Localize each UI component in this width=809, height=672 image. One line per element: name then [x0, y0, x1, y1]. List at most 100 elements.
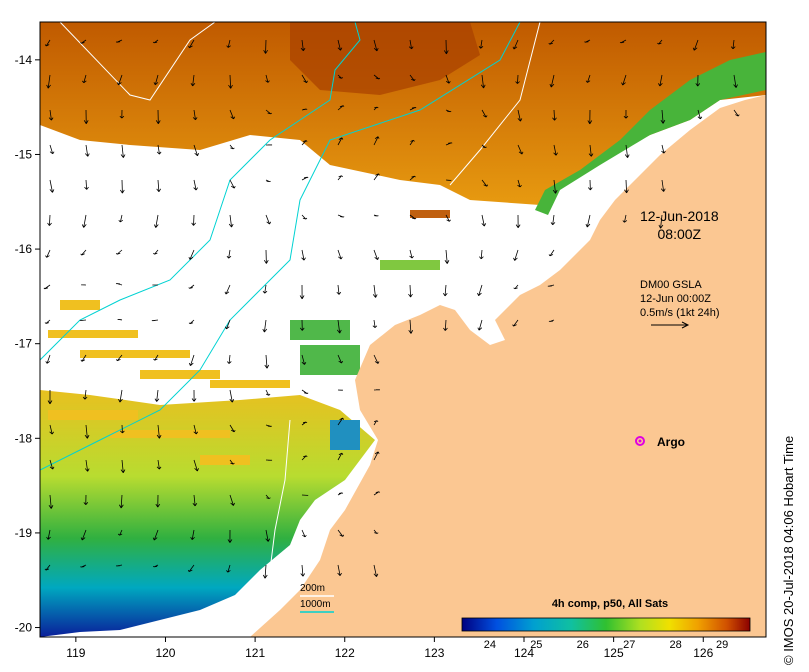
- current-arrow: [587, 109, 593, 125]
- current-arrow: [301, 140, 308, 146]
- current-arrow: [47, 214, 52, 226]
- latitude-axis: -14 -15 -16 -17 -18 -19 -20: [15, 53, 40, 635]
- current-arrow: [188, 319, 195, 325]
- current-arrow: [408, 319, 414, 334]
- current-arrow: [81, 214, 87, 228]
- lat-tick-label: -17: [15, 337, 33, 351]
- current-arrow: [409, 249, 414, 259]
- current-arrow: [481, 179, 488, 187]
- current-arrow: [265, 214, 272, 225]
- sst-hot-core: [290, 22, 480, 95]
- current-arrow: [193, 144, 200, 157]
- current-arrow: [117, 319, 123, 321]
- current-arrow: [730, 39, 736, 50]
- current-arrow: [154, 389, 160, 402]
- current-arrow: [301, 249, 306, 261]
- current-arrow: [265, 529, 271, 542]
- current-arrow: [152, 529, 159, 541]
- current-arrow: [262, 284, 268, 294]
- current-arrow: [49, 144, 55, 155]
- current-arrow: [262, 564, 268, 579]
- current-arrow: [445, 74, 451, 84]
- current-arrow: [480, 74, 486, 89]
- current-arrow: [300, 564, 306, 577]
- current-arrow: [301, 455, 308, 461]
- current-arrow: [621, 74, 627, 86]
- current-arrow: [373, 106, 379, 111]
- current-arrow: [156, 424, 162, 439]
- current-arrow: [153, 214, 159, 228]
- current-arrow: [45, 249, 51, 258]
- current-arrow: [733, 74, 738, 88]
- current-arrow: [193, 179, 198, 191]
- current-arrow: [657, 39, 663, 45]
- current-arrow: [301, 176, 309, 181]
- current-arrow: [115, 39, 123, 43]
- current-arrow: [337, 417, 344, 426]
- current-arrow: [226, 564, 231, 573]
- current-arrow: [477, 319, 483, 331]
- current-arrow: [695, 74, 701, 87]
- credit-text: © IMOS 20-Jul-2018 04:06 Hobart Time: [781, 435, 796, 665]
- current-arrow: [119, 179, 125, 194]
- current-arrow: [697, 109, 703, 120]
- current-arrow: [515, 214, 521, 229]
- colorbar-tick-label: 25: [530, 639, 542, 651]
- sla-label: DM00 GSLA 12-Jun 00:00Z 0.5m/s (1kt 24h): [640, 278, 719, 320]
- lon-tick-label: 123: [424, 646, 444, 660]
- current-arrow: [408, 39, 414, 50]
- current-arrow: [226, 39, 231, 48]
- current-arrow: [515, 74, 520, 84]
- current-arrow: [660, 179, 666, 192]
- current-arrow: [83, 109, 89, 124]
- current-arrow: [265, 494, 271, 499]
- current-arrow: [81, 74, 87, 84]
- current-arrow: [481, 214, 487, 227]
- current-arrow: [660, 109, 666, 124]
- colorbar-tick-label: 26: [577, 639, 589, 651]
- current-arrow: [513, 284, 519, 290]
- colorbar-tick-label: 28: [670, 639, 682, 651]
- current-arrow: [443, 319, 448, 331]
- current-arrow: [264, 354, 270, 369]
- current-arrow: [191, 389, 197, 402]
- current-arrow: [587, 179, 593, 191]
- colorbar-tick-label: 27: [623, 639, 635, 651]
- current-arrow: [445, 142, 453, 146]
- current-arrow: [190, 529, 195, 540]
- current-arrow: [512, 39, 519, 50]
- current-arrow: [301, 354, 307, 365]
- sst-warm-band: [40, 22, 766, 205]
- current-arrow: [373, 420, 379, 426]
- current-arrow: [548, 319, 555, 322]
- lon-tick-label: 124: [514, 646, 534, 660]
- current-arrow: [373, 354, 380, 364]
- current-arrow: [229, 109, 236, 120]
- velocity-scale-arrow: [651, 321, 690, 329]
- current-arrow: [624, 144, 630, 158]
- current-arrow: [517, 144, 524, 155]
- current-arrow: [373, 491, 381, 496]
- current-arrow: [47, 389, 53, 405]
- lat-tick-label: -16: [15, 242, 33, 256]
- current-arrow: [45, 354, 51, 364]
- current-arrow: [187, 564, 195, 573]
- current-arrow: [512, 319, 519, 327]
- current-arrow: [265, 179, 271, 183]
- lat-tick-label: -19: [15, 526, 33, 540]
- sla-time: 12-Jun 00:00Z: [640, 293, 711, 305]
- lon-tick-label: 122: [335, 646, 355, 660]
- current-arrow: [337, 452, 344, 461]
- timestamp-label: 12-Jun-2018 08:00Z: [640, 207, 719, 243]
- current-arrow: [373, 249, 380, 261]
- current-arrow: [152, 564, 159, 568]
- current-arrow: [226, 354, 232, 364]
- colorbar-title: 4h comp, p50, All Sats: [551, 598, 669, 610]
- current-arrow: [262, 319, 268, 333]
- current-arrow: [547, 284, 555, 287]
- current-arrow: [155, 494, 161, 508]
- current-arrow: [550, 214, 556, 226]
- current-arrow: [80, 249, 87, 256]
- current-arrow: [337, 74, 344, 79]
- current-arrow: [156, 179, 162, 193]
